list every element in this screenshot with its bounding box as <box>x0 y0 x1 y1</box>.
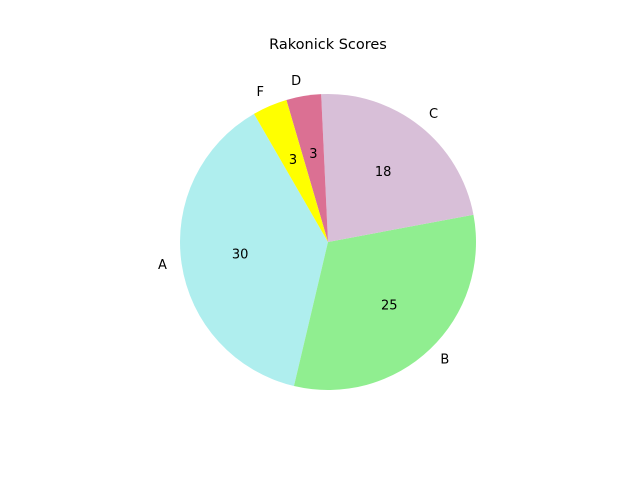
pie-slice-b <box>293 214 477 390</box>
pie-slice-d <box>286 94 328 242</box>
slice-label-a: A <box>158 258 167 273</box>
slice-label-b: B <box>440 352 449 367</box>
slice-label-d: D <box>291 74 301 89</box>
value-label-f: 3 <box>289 153 297 168</box>
value-label-a: 30 <box>232 247 249 262</box>
value-label-d: 3 <box>309 147 317 162</box>
pie-slice-a <box>180 113 328 387</box>
pie-labels: A 30 B 25 C 18 D 3 F 3 <box>158 74 449 367</box>
value-label-c: 18 <box>375 165 392 180</box>
chart-title: Rakonick Scores <box>269 37 387 53</box>
pie-slice-f <box>254 99 328 242</box>
pie-slices <box>180 93 477 390</box>
slice-label-c: C <box>429 107 438 122</box>
value-label-b: 25 <box>381 299 398 314</box>
slice-label-f: F <box>256 85 263 100</box>
pie-slice-c <box>321 93 474 242</box>
